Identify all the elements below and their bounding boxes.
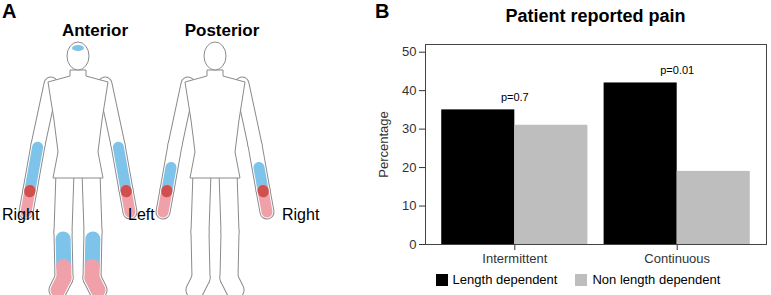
svg-text:20: 20 [402,160,416,175]
svg-text:Percentage: Percentage [376,111,391,178]
html-text:Length dependent: Length dependent [452,272,558,287]
svg-text:10: 10 [402,198,416,213]
svg-text:A: A [2,0,16,22]
svg-text:p=0.01: p=0.01 [660,64,694,76]
svg-text:Right: Right [2,206,40,223]
svg-text:0: 0 [409,237,416,252]
svg-text:Intermittent: Intermittent [482,251,547,266]
svg-text:Posterior: Posterior [185,21,260,40]
svg-text:40: 40 [402,83,416,98]
svg-text:Left: Left [128,206,155,223]
svg-text:Anterior: Anterior [62,21,129,40]
svg-text:Right: Right [282,206,320,223]
svg-text:Continuous: Continuous [644,251,710,266]
svg-text:p=0.7: p=0.7 [501,91,529,103]
svg-text:30: 30 [402,121,416,136]
svg-text:50: 50 [402,44,416,59]
html-text:Non length dependent: Non length dependent [592,272,721,287]
html-text:Patient reported pain: Patient reported pain [505,6,686,26]
html-text:B: B [375,0,390,22]
